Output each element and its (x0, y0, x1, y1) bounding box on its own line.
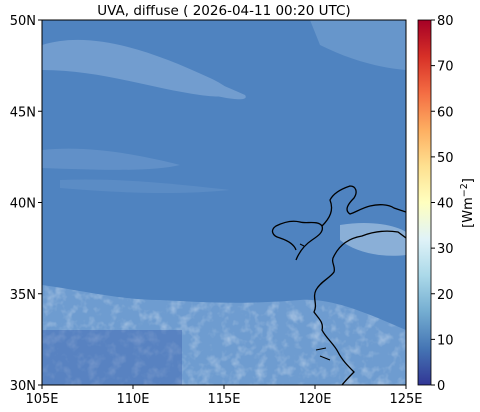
colorbar-tick-label: 70 (437, 60, 454, 75)
lon-tick-label: 115E (207, 392, 240, 407)
colorbar: 0 10 20 30 40 50 60 70 80 [Wm−2] (417, 14, 476, 394)
colorbar-tick-label: 0 (437, 379, 445, 394)
colorbar-tick-label: 80 (437, 14, 454, 29)
longitude-axis: 105E 110E 115E 120E 125E (25, 385, 423, 407)
colorbar-label: [Wm−2] (459, 178, 476, 228)
colorbar-tick-label: 40 (437, 197, 454, 212)
colorbar-tick-label: 20 (437, 288, 454, 303)
colorbar-tick-label: 50 (437, 151, 454, 166)
coastline-islands (299, 243, 331, 361)
lon-tick-label: 110E (116, 392, 149, 407)
latitude-axis: 30N 35N 40N 45N 50N (10, 14, 42, 394)
lat-tick-label: 40N (10, 197, 36, 212)
coastline (271, 185, 406, 385)
cloud-features (42, 20, 406, 256)
map-title: UVA, diffuse ( 2026-04-11 00:20 UTC) (97, 3, 350, 19)
colorbar-tick-label: 30 (437, 242, 454, 257)
colorbar-tick-label: 60 (437, 105, 454, 120)
colorbar-gradient (417, 19, 432, 386)
lat-tick-label: 35N (10, 288, 36, 303)
lon-tick-label: 105E (25, 392, 58, 407)
map-panel (42, 20, 406, 385)
lon-tick-label: 125E (389, 392, 422, 407)
lat-tick-label: 45N (10, 105, 36, 120)
lat-tick-label: 30N (10, 379, 36, 394)
colorbar-ticks: 0 10 20 30 40 50 60 70 80 (431, 14, 454, 394)
lon-tick-label: 120E (298, 392, 331, 407)
colorbar-tick-label: 10 (437, 333, 454, 348)
lat-tick-label: 50N (10, 14, 36, 29)
